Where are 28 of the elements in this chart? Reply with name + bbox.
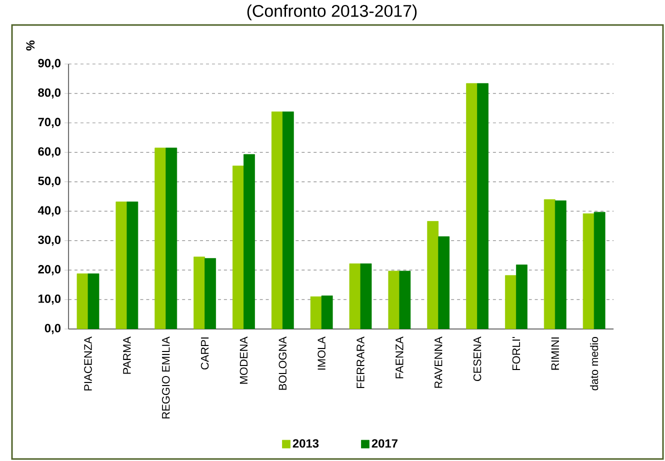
y-tick-label: 40,0 (38, 206, 61, 216)
x-tick-label: BOLOGNA (278, 336, 287, 390)
y-tick-label: 20,0 (38, 265, 61, 276)
x-tick-label: FAENZA (396, 336, 404, 378)
y-tick-label: 60,0 (38, 147, 61, 158)
x-tick-label: PARMA (123, 336, 131, 374)
x-tick-label: CESENA (473, 336, 482, 382)
x-tick-label: dato medio (590, 336, 598, 390)
legend-label: 2013 (292, 439, 319, 448)
x-tick-label: FERRARA (356, 336, 364, 388)
x-tick-label: MODENA (240, 336, 248, 384)
x-tick-label: PIACENZA (84, 336, 92, 390)
x-tick-label: RIMINI (551, 338, 559, 370)
y-axis-title: % (26, 40, 35, 50)
x-tick-label: IMOLA (318, 336, 326, 370)
y-tick-label: 70,0 (38, 118, 61, 128)
y-tick-label: 0,0 (44, 324, 61, 334)
chart-title: (Confronto 2013-2017) (247, 4, 417, 20)
y-tick-label: 50,0 (38, 176, 61, 187)
x-tick-label: RAVENNA (434, 336, 442, 388)
y-tick-label: 80,0 (38, 88, 61, 99)
y-tick-label: 30,0 (38, 236, 61, 246)
x-tick-label: CARPI (200, 338, 209, 370)
legend-label: 2017 (372, 439, 398, 448)
x-tick-label: FORLI' (512, 337, 520, 370)
y-tick-label: 10,0 (38, 294, 61, 305)
x-tick-label: REGGIO EMILIA (162, 336, 170, 418)
y-tick-label: 90,0 (38, 58, 61, 70)
